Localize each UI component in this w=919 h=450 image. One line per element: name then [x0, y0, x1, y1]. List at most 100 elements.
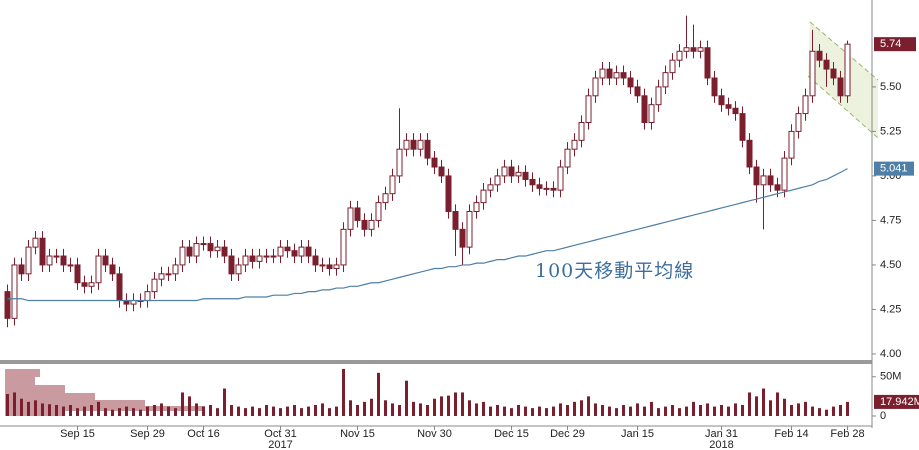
x-tick-label: Sep 15	[60, 428, 95, 440]
candle-body	[431, 157, 438, 168]
candle-body	[333, 264, 340, 269]
candle-body	[494, 175, 501, 186]
candle-body	[256, 255, 263, 262]
candle-body	[648, 104, 655, 124]
candle-body	[711, 77, 718, 97]
candle-body	[389, 175, 396, 195]
candle-body	[165, 273, 172, 276]
volume-bar	[132, 408, 135, 416]
volume-bar	[587, 396, 590, 416]
volume-bar	[258, 408, 261, 416]
candle-body	[508, 166, 515, 177]
volume-bar	[482, 401, 485, 416]
x-tick-label: Jan 31	[705, 428, 738, 440]
candle-body	[480, 189, 487, 204]
volume-bar	[846, 401, 849, 416]
candle-body	[823, 59, 830, 70]
candle-body	[529, 178, 536, 186]
volume-bar	[566, 405, 569, 416]
candle-body	[74, 264, 81, 284]
volume-bar	[13, 392, 16, 416]
volume-bar	[643, 406, 646, 416]
candle-body	[466, 211, 473, 248]
candle-body	[151, 278, 158, 293]
candle-body	[550, 187, 557, 191]
volume-bar	[454, 392, 457, 416]
candle-body	[347, 207, 354, 230]
candle-body	[536, 184, 543, 189]
candle-body	[375, 202, 382, 221]
candle-body	[193, 243, 200, 257]
candle-body	[109, 264, 116, 275]
volume-bar	[475, 403, 478, 416]
ma-tag-box	[874, 161, 914, 176]
volume-bar	[41, 403, 44, 416]
volume-bar	[545, 408, 548, 416]
candle-body	[88, 282, 95, 287]
volume-bar	[790, 405, 793, 416]
candle-body	[620, 72, 627, 79]
volume-bar	[755, 396, 758, 416]
volume-bar	[384, 400, 387, 416]
year-label: 2017	[268, 439, 292, 450]
candle-body	[725, 104, 732, 109]
volume-bar	[76, 408, 79, 416]
candle-body	[95, 255, 102, 284]
volume-bar	[125, 406, 128, 416]
candle-body	[697, 47, 704, 52]
volume-bar	[272, 406, 275, 416]
volume-bar	[692, 401, 695, 416]
volume-bar	[818, 408, 821, 416]
candle-body	[487, 184, 494, 191]
volume-bar	[713, 406, 716, 416]
candle-body	[326, 264, 333, 269]
candle-body	[627, 77, 634, 88]
volume-bar	[370, 398, 373, 416]
volume-bar	[230, 405, 233, 416]
volume-bar	[279, 408, 282, 416]
candle-body	[634, 86, 641, 97]
candle-body	[676, 50, 683, 61]
candle-body	[760, 175, 767, 186]
volume-bar	[699, 405, 702, 416]
volume-bar	[524, 406, 527, 416]
candle-body	[599, 68, 606, 79]
volume-bar	[804, 401, 807, 416]
volume-bar	[531, 408, 534, 416]
candle-body	[424, 139, 431, 159]
candle-body	[221, 246, 228, 257]
candle-body	[571, 139, 578, 150]
volume-bar	[195, 403, 198, 416]
volume-bar	[594, 403, 597, 416]
candle-body	[81, 282, 88, 287]
volume-bar	[104, 408, 107, 416]
volume-bar	[615, 408, 618, 416]
candle-body	[263, 255, 270, 258]
volume-bar	[685, 406, 688, 416]
volume-bar	[97, 401, 100, 416]
volume-bar	[461, 392, 464, 416]
volume-bar	[468, 400, 471, 416]
candle-body	[592, 77, 599, 97]
candle-body	[732, 107, 739, 115]
last-price-tag: 5.74	[880, 38, 901, 50]
candle-body	[228, 255, 235, 275]
candle-body	[543, 187, 550, 190]
volume-bar	[328, 408, 331, 416]
volume-bar	[118, 408, 121, 416]
candle-body	[396, 148, 403, 177]
volume-bar	[216, 408, 219, 416]
candle-body	[585, 95, 592, 124]
volume-bar	[55, 405, 58, 416]
candle-body	[25, 246, 32, 275]
volume-bar	[678, 408, 681, 416]
volume-bar	[657, 408, 660, 416]
y-tick-label: 5.25	[880, 125, 901, 137]
volume-bar	[342, 368, 345, 416]
volume-bar	[237, 406, 240, 416]
volume-bar	[440, 396, 443, 416]
volume-bar	[20, 398, 23, 416]
candle-body	[795, 113, 802, 132]
candle-body	[158, 273, 165, 280]
